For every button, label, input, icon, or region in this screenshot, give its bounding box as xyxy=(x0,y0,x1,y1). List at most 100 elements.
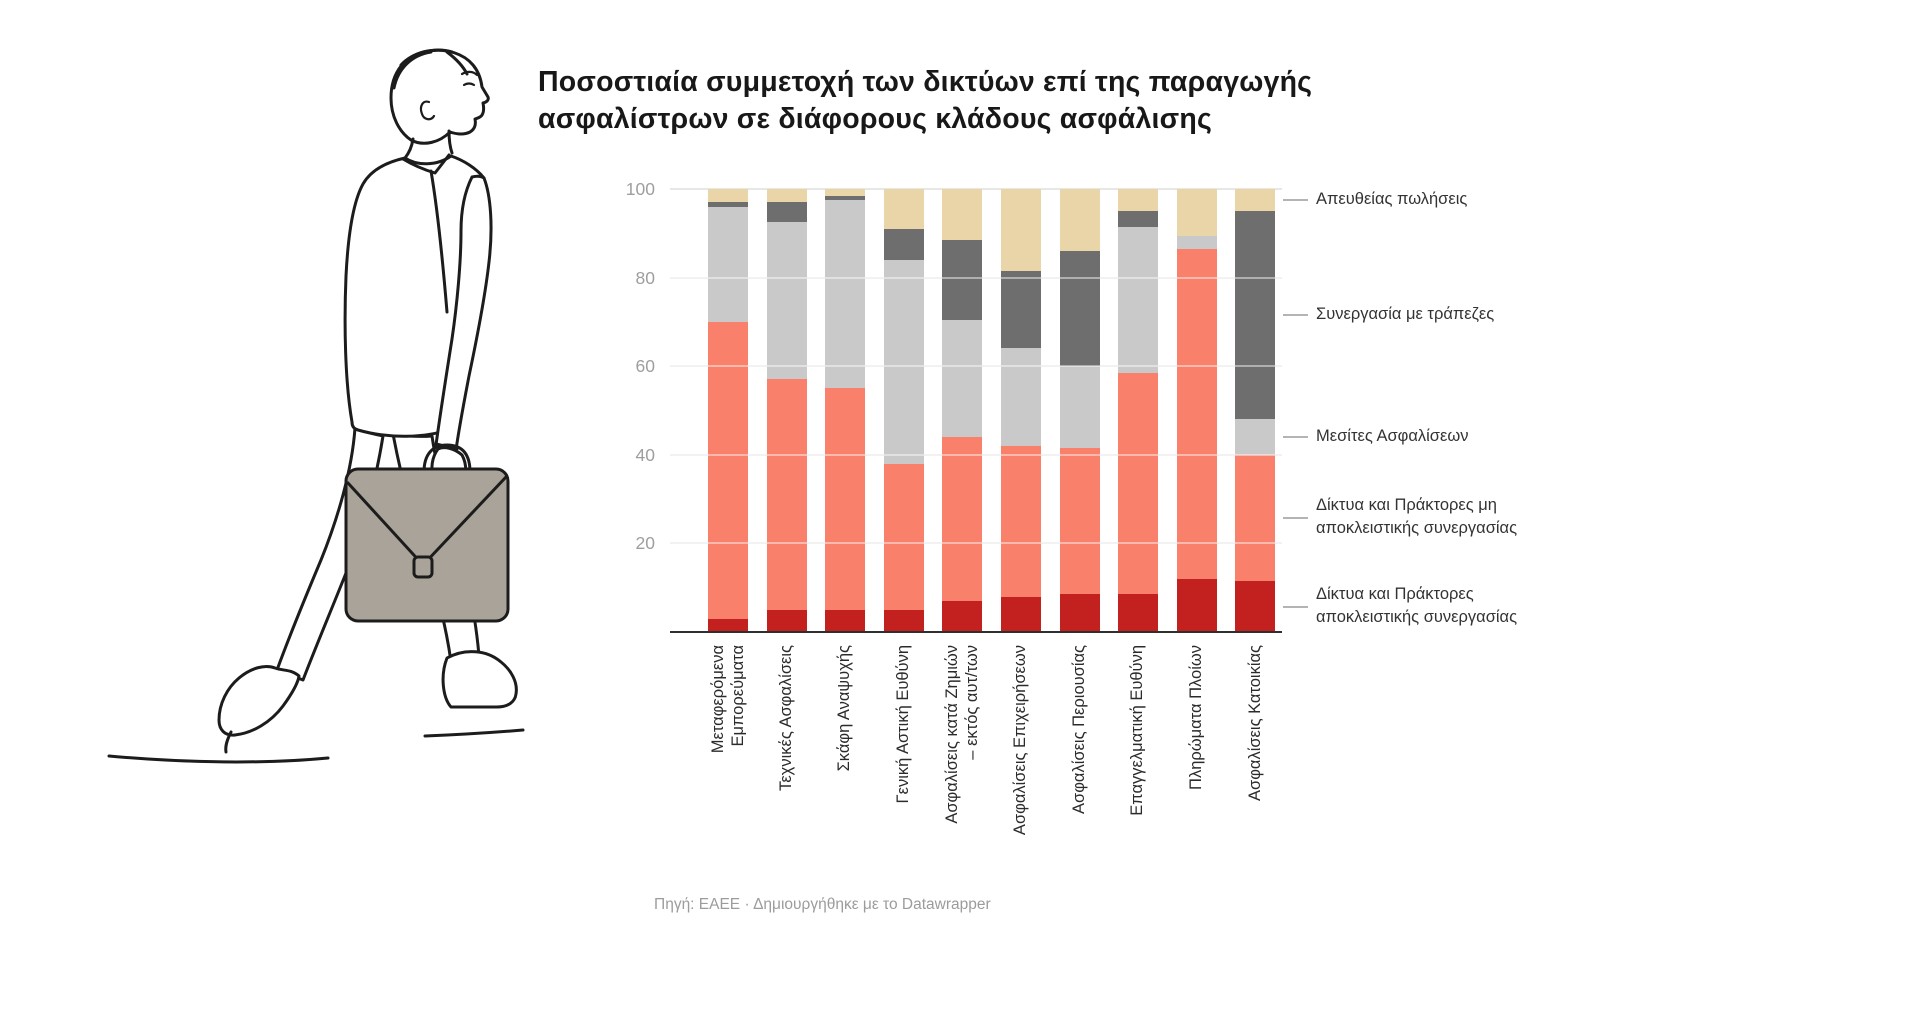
briefcase-handle xyxy=(422,443,472,474)
bar-segment[interactable] xyxy=(1235,454,1276,582)
stacked-bar-6 xyxy=(1001,189,1041,632)
y-tick-100: 100 xyxy=(625,179,655,199)
y-tick-40: 40 xyxy=(635,444,655,465)
gridline-overlay-20 xyxy=(670,542,1282,545)
gridline-overlay-80 xyxy=(670,276,1282,279)
bar-segment[interactable] xyxy=(1235,581,1276,632)
x-category-label-5: Ασφαλίσεις κατά Ζημιών – εκτός αυτ/των xyxy=(942,645,981,824)
eye xyxy=(462,82,476,87)
gridline-overlay-60 xyxy=(670,365,1282,368)
y-tick-80: 80 xyxy=(635,267,655,288)
gridline-overlay-40 xyxy=(670,453,1282,456)
walking-man-illustration xyxy=(107,48,525,764)
legend-label-1: Απευθείας πωλήσεις xyxy=(1316,189,1468,208)
legend-connector-line xyxy=(1283,516,1308,519)
bar-segment[interactable] xyxy=(766,609,807,632)
stacked-bar-3 xyxy=(825,189,866,632)
legend-connector-line xyxy=(1283,314,1308,317)
legend-label-5: Δίκτυα και Πράκτορες αποκλειστικής συνερ… xyxy=(1316,584,1518,626)
x-category-label-2: Τεχνικές Ασφαλίσεις xyxy=(776,645,795,791)
chart-title: Ποσοστιαία συμμετοχή των δικτύων επί της… xyxy=(538,64,1312,138)
bar-segment[interactable] xyxy=(1001,445,1041,597)
x-category-label-10: Ασφαλίσεις Κατοικίας xyxy=(1245,645,1264,801)
bar-segment[interactable] xyxy=(1118,226,1159,373)
legend-label-3: Μεσίτες Ασφαλίσεων xyxy=(1316,426,1469,445)
chart-source-note: Πηγή: ΕΑΕΕ · Δημιουργήθηκε με το Datawra… xyxy=(654,896,991,914)
stacked-bar-7 xyxy=(1059,189,1100,632)
y-tick-60: 60 xyxy=(635,356,655,377)
bar-segment[interactable] xyxy=(1059,189,1100,252)
stacked-bar-1 xyxy=(708,189,748,632)
bar-segment[interactable] xyxy=(883,228,924,260)
front-shoe xyxy=(441,650,518,709)
bar-segment[interactable] xyxy=(1176,189,1217,236)
bar-segment[interactable] xyxy=(883,609,924,632)
bar-segment[interactable] xyxy=(942,319,983,438)
bar-segment[interactable] xyxy=(825,189,866,196)
bar-segment[interactable] xyxy=(708,202,748,207)
arm xyxy=(434,174,493,452)
back-shoe xyxy=(217,664,301,737)
bar-segment[interactable] xyxy=(1059,366,1100,449)
bar-segment[interactable] xyxy=(942,437,983,601)
eyebrow xyxy=(460,70,479,77)
x-axis-line xyxy=(670,631,1282,633)
bar-segment[interactable] xyxy=(825,609,866,632)
bar-segment[interactable] xyxy=(942,239,983,320)
x-category-label-1: Μεταφερόμενα Εμπορεύματα xyxy=(708,645,747,754)
bar-segment[interactable] xyxy=(708,206,748,322)
bar-segment[interactable] xyxy=(1176,235,1217,249)
bar-segment[interactable] xyxy=(708,618,748,632)
x-category-label-4: Γενική Αστική Ευθύνη xyxy=(894,645,913,804)
bar-segment[interactable] xyxy=(1176,248,1217,579)
stacked-bar-9 xyxy=(1176,189,1217,632)
stacked-bar-2 xyxy=(766,189,807,632)
x-category-label-3: Σκάφη Αναψυχής xyxy=(835,645,854,772)
bar-segment[interactable] xyxy=(1118,372,1159,595)
bar-segment[interactable] xyxy=(1235,419,1276,455)
bar-segment[interactable] xyxy=(1118,189,1159,212)
bar-segment[interactable] xyxy=(1001,596,1041,632)
bar-segment[interactable] xyxy=(1001,270,1041,349)
source-text: Πηγή: ΕΑΕΕ · Δημιουργήθηκε με το xyxy=(654,896,902,913)
legend-connector-line xyxy=(1283,199,1308,202)
bar-segment[interactable] xyxy=(1235,189,1276,212)
bar-segment[interactable] xyxy=(766,202,807,223)
bar-segment[interactable] xyxy=(766,222,807,380)
bar-segment[interactable] xyxy=(942,189,983,240)
stacked-bar-4 xyxy=(883,189,924,632)
bar-segment[interactable] xyxy=(883,189,924,229)
bar-segment[interactable] xyxy=(825,195,866,201)
bar-segment[interactable] xyxy=(1059,594,1100,632)
bar-segment[interactable] xyxy=(825,388,866,610)
x-category-label-7: Ασφαλίσεις Περιουσίας xyxy=(1069,645,1088,814)
bar-segment[interactable] xyxy=(766,189,807,203)
bar-segment[interactable] xyxy=(825,200,866,389)
bar-segment[interactable] xyxy=(883,259,924,464)
bar-segment[interactable] xyxy=(1118,594,1159,632)
bar-segment[interactable] xyxy=(1059,448,1100,595)
x-category-label-9: Πληρώματα Πλοίων xyxy=(1187,645,1206,790)
chart-title-line1: Ποσοστιαία συμμετοχή των δικτύων επί της… xyxy=(538,66,1313,98)
x-category-label-6: Ασφαλίσεις Επιχειρήσεων xyxy=(1011,645,1030,836)
bar-segment[interactable] xyxy=(1059,251,1100,367)
ground-line xyxy=(107,754,330,764)
bar-segment[interactable] xyxy=(1001,348,1041,446)
stacked-bar-5 xyxy=(942,189,983,632)
bar-segment[interactable] xyxy=(708,189,748,203)
bar-segment[interactable] xyxy=(766,379,807,610)
bar-segment[interactable] xyxy=(1118,211,1159,227)
bar-segment[interactable] xyxy=(942,600,983,632)
bar-segment[interactable] xyxy=(708,321,748,619)
hair xyxy=(392,50,433,90)
bar-segment[interactable] xyxy=(1176,578,1217,632)
briefcase-clasp xyxy=(412,555,434,579)
bar-segment[interactable] xyxy=(883,463,924,610)
ground-line xyxy=(423,728,525,738)
bar-segment[interactable] xyxy=(1001,189,1041,271)
bar-segment[interactable] xyxy=(1235,211,1276,420)
datawrapper-link[interactable]: Datawrapper xyxy=(901,896,991,913)
legend-connector-line xyxy=(1283,605,1308,608)
stacked-bar-10 xyxy=(1235,189,1276,632)
